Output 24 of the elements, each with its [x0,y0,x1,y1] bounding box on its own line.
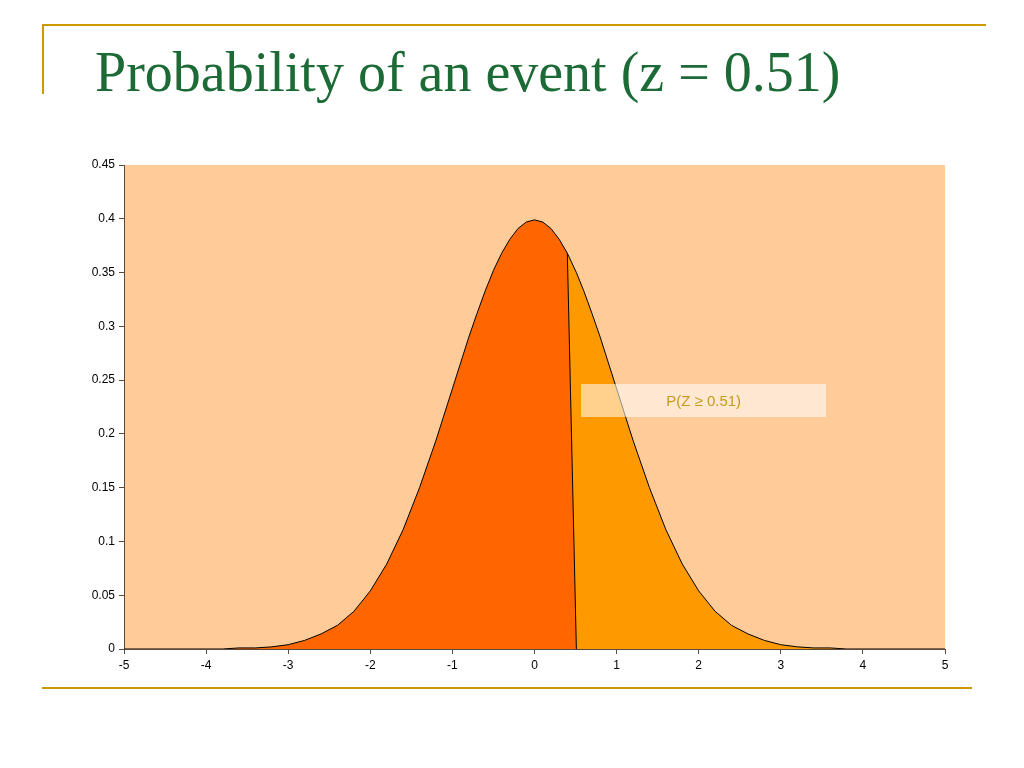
x-tick-label: 5 [941,657,949,672]
y-tick-label: 0.45 [91,157,116,172]
y-tick-label: 0.1 [98,533,116,548]
x-tick-label: -4 [200,657,212,672]
y-tick-label: 0.2 [98,426,116,441]
y-tick-label: 0.05 [91,587,116,602]
x-tick-label: 4 [859,657,867,672]
x-tick-label: -5 [118,657,130,672]
chart-title: Probability of an event (z = 0.51) [95,41,841,103]
y-tick-label: 0.4 [98,211,116,226]
x-tick-label: -3 [282,657,294,672]
y-tick-label: 0.3 [98,318,116,333]
y-tick-label: 0 [108,641,116,656]
y-tick-label: 0.25 [91,372,116,387]
x-tick-label: -1 [447,657,459,672]
x-tick-label: 2 [695,657,703,672]
x-tick-label: 3 [777,657,785,672]
x-tick-label: -2 [364,657,376,672]
y-tick-label: 0.35 [91,264,116,279]
x-tick-label: 0 [531,657,539,672]
annotation: P(Z ≥ 0.51) [666,391,742,409]
label-backdrop: P(Z ≥ 0.51) [581,383,826,417]
x-tick-label: 1 [613,657,621,672]
y-tick-label: 0.15 [91,479,116,494]
